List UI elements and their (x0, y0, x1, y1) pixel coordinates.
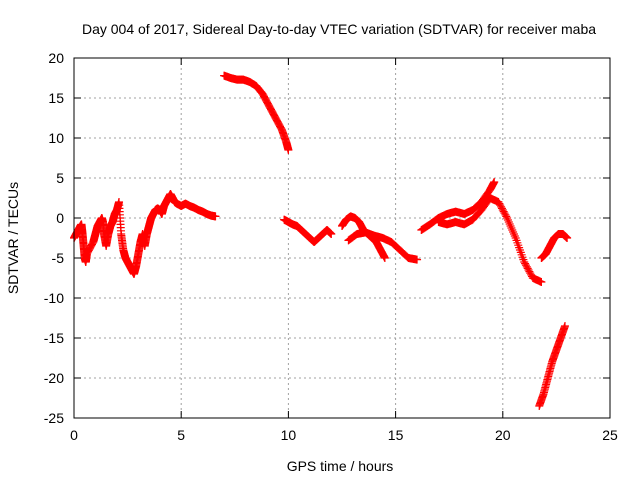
y-tick-label: -20 (44, 370, 64, 386)
data-point (502, 212, 511, 221)
y-tick-label: -15 (44, 330, 64, 346)
data-point (505, 220, 514, 228)
y-axis-label: SDTVAR / TECUs (5, 182, 21, 294)
data-point (509, 228, 518, 236)
y-tick-label: 20 (48, 50, 64, 66)
axis-ticks: 0 5 10 15 20 25 -25 -20 -15 -10 -5 0 5 10 15 20 (44, 50, 618, 443)
data-point (537, 278, 546, 286)
data-point (506, 222, 515, 230)
y-tick-label: -25 (44, 410, 64, 426)
y-tick-label: -10 (44, 290, 64, 306)
plot-area-border (73, 57, 611, 419)
data-point (563, 234, 572, 242)
x-axis-label: GPS time / hours (287, 458, 394, 474)
data-point (490, 178, 499, 186)
y-tick-label: -5 (52, 250, 65, 266)
x-tick-label: 25 (602, 427, 618, 443)
chart-title: Day 004 of 2017, Sidereal Day-to-day VTE… (82, 21, 596, 37)
y-tick-label: 10 (48, 130, 64, 146)
data-point (510, 232, 519, 240)
data-point (560, 322, 569, 330)
data-point (380, 254, 389, 262)
data-point (413, 255, 422, 264)
x-tick-label: 20 (495, 427, 511, 443)
y-tick-label: 0 (56, 210, 64, 226)
data-series (70, 71, 572, 410)
data-point (508, 226, 517, 234)
data-point (503, 214, 512, 222)
data-point (507, 224, 516, 232)
y-tick-label: 15 (48, 90, 64, 106)
data-point (211, 212, 220, 221)
data-point (503, 216, 512, 224)
data-point (327, 230, 336, 238)
x-tick-label: 10 (281, 427, 297, 443)
data-point (504, 218, 513, 226)
x-tick-label: 5 (177, 427, 185, 443)
data-point (284, 146, 293, 154)
x-tick-label: 15 (388, 427, 404, 443)
x-tick-label: 0 (70, 427, 78, 443)
y-tick-label: 5 (56, 170, 64, 186)
data-point (509, 230, 518, 238)
grid-lines (74, 58, 610, 418)
